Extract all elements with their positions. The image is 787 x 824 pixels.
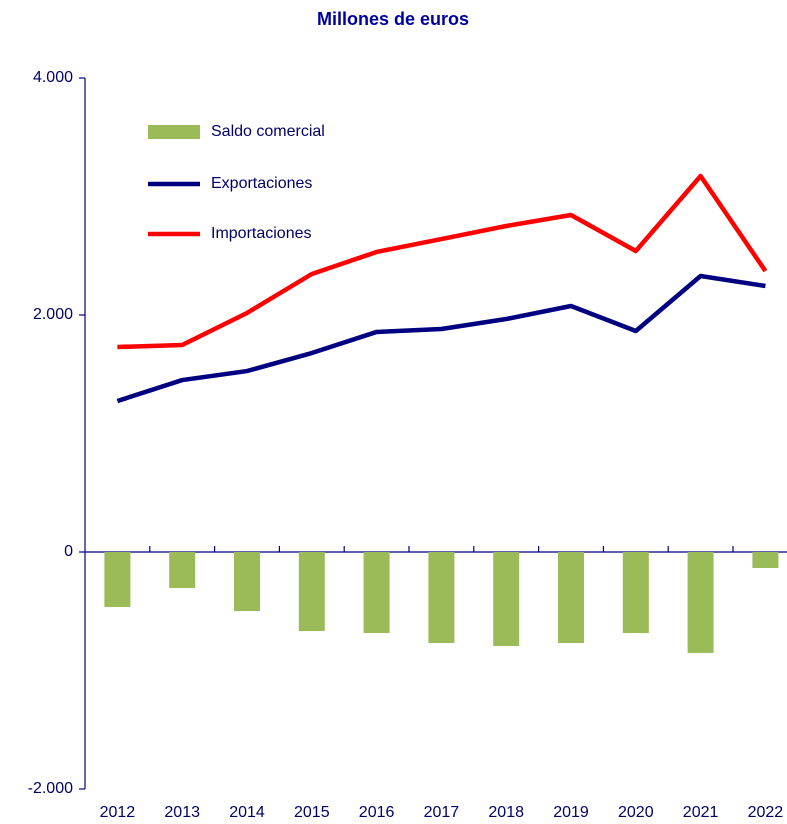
bar <box>234 552 260 612</box>
legend-swatch <box>148 125 200 139</box>
x-tick-label: 2021 <box>683 804 719 821</box>
x-tick-label: 2013 <box>164 804 200 821</box>
line <box>116 273 766 404</box>
bar <box>363 552 390 634</box>
x-tick-label: 2018 <box>488 804 524 821</box>
bar <box>169 552 196 589</box>
chart-title: Millones de euros <box>317 9 469 29</box>
x-tick-label: 2022 <box>748 804 784 821</box>
bar <box>622 552 649 634</box>
bar <box>558 552 584 644</box>
x-tick-label: 2017 <box>424 804 460 821</box>
x-tick-label: 2020 <box>618 804 654 821</box>
y-tick-label: 4.000 <box>33 69 73 86</box>
y-tick-label: 0 <box>64 543 73 560</box>
legend-label: Importaciones <box>211 225 312 242</box>
y-tick-label: 2.000 <box>33 306 73 323</box>
x-tick-label: 2015 <box>294 804 330 821</box>
bar <box>104 552 131 607</box>
y-tick-label: -2.000 <box>28 780 73 797</box>
x-tick-label: 2012 <box>100 804 136 821</box>
x-tick-label: 2019 <box>553 804 589 821</box>
line <box>117 173 768 350</box>
bar <box>687 552 714 653</box>
x-tick-label: 2016 <box>359 804 395 821</box>
legend-label: Exportaciones <box>211 175 312 192</box>
bar <box>428 552 455 644</box>
bar <box>752 552 779 568</box>
bar <box>298 552 325 632</box>
x-tick-label: 2014 <box>229 804 265 821</box>
legend-label: Saldo comercial <box>211 123 325 140</box>
bar <box>493 552 520 646</box>
